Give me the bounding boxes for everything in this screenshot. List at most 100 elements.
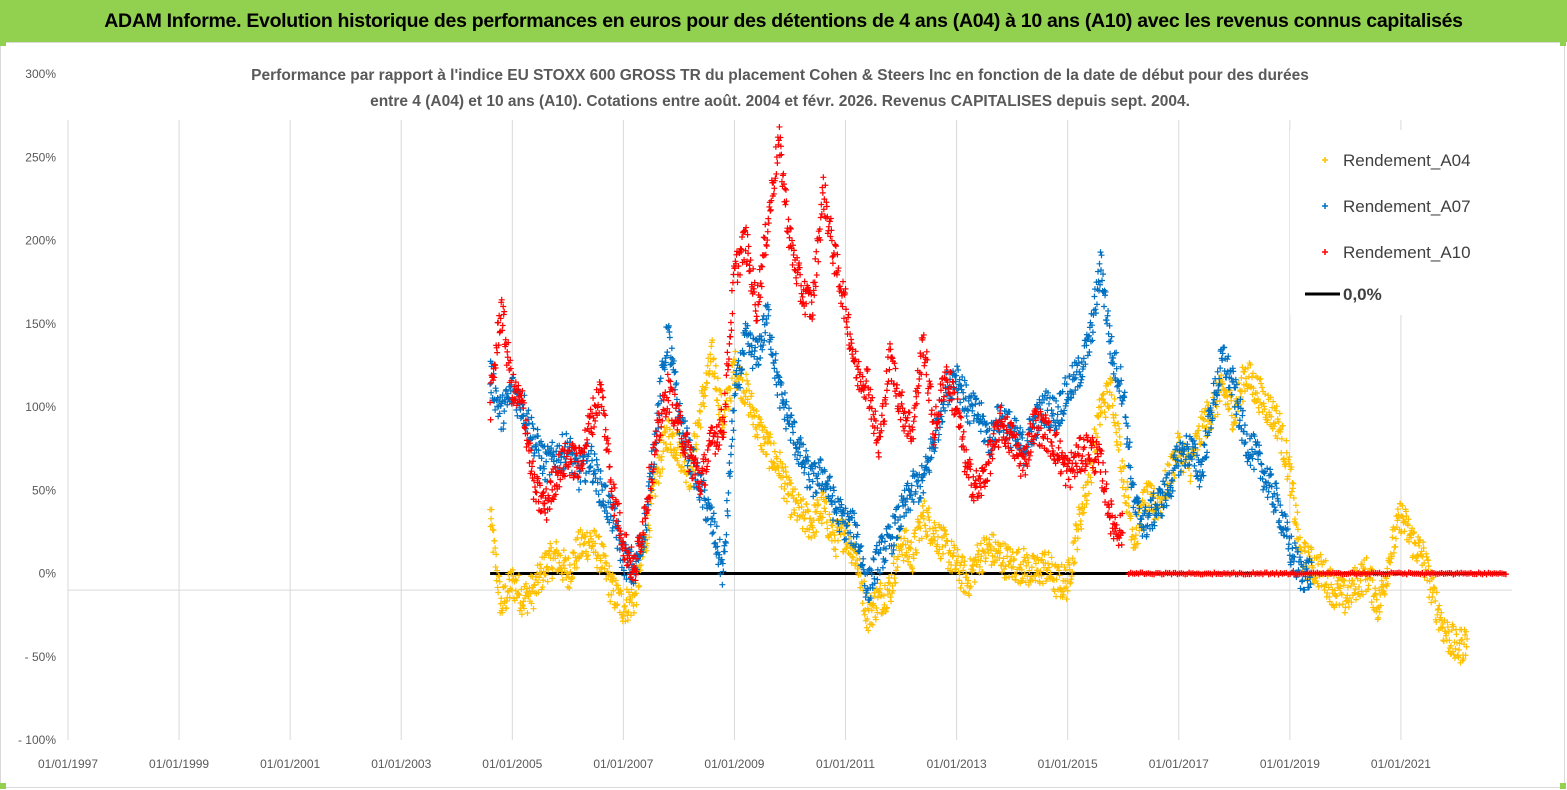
- data-point: [782, 201, 789, 208]
- data-point: [954, 363, 961, 370]
- data-point: [990, 531, 997, 538]
- data-point: [1102, 399, 1109, 406]
- data-point: [843, 306, 850, 313]
- data-point: [1241, 368, 1248, 375]
- data-point: [540, 568, 547, 575]
- data-point: [763, 428, 770, 435]
- data-point: [492, 406, 499, 413]
- data-point: [903, 527, 910, 534]
- data-point: [1258, 461, 1265, 468]
- data-point: [730, 407, 737, 414]
- data-point: [1119, 484, 1126, 491]
- data-point: [849, 553, 856, 560]
- data-point: [901, 535, 908, 542]
- data-point: [1322, 557, 1329, 564]
- data-point: [1105, 307, 1112, 314]
- data-point: [710, 355, 717, 362]
- data-point: [925, 513, 932, 520]
- data-point: [553, 547, 560, 554]
- data-point: [1132, 532, 1139, 539]
- data-point: [581, 540, 588, 547]
- data-point: [1118, 400, 1125, 407]
- data-points: [487, 123, 1509, 666]
- data-point: [920, 489, 927, 496]
- data-point: [1333, 601, 1340, 608]
- data-point: [702, 392, 709, 399]
- data-point: [932, 403, 939, 410]
- data-point: [1435, 605, 1442, 612]
- data-point: [1283, 449, 1290, 456]
- data-point: [910, 555, 917, 562]
- data-point: [1102, 468, 1109, 475]
- data-point: [1283, 437, 1290, 444]
- data-point: [1129, 526, 1136, 533]
- data-point: [906, 409, 913, 416]
- data-point: [924, 532, 931, 539]
- data-point: [503, 604, 510, 611]
- data-point: [544, 563, 551, 570]
- data-point: [1328, 581, 1335, 588]
- data-point: [1285, 541, 1292, 548]
- data-point: [592, 540, 599, 547]
- data-point: [1100, 396, 1107, 403]
- x-axis-ticks: 01/01/1997 01/01/1999 01/01/2001 01/01/2003…: [38, 757, 1431, 771]
- data-point: [728, 327, 735, 334]
- data-point: [1019, 575, 1026, 582]
- data-point: [657, 470, 664, 477]
- data-point: [1375, 614, 1382, 621]
- data-point: [535, 579, 542, 586]
- data-point: [516, 591, 523, 598]
- data-point: [1045, 549, 1052, 556]
- data-point: [819, 189, 826, 196]
- data-point: [977, 557, 984, 564]
- data-point: [643, 547, 650, 554]
- data-point: [956, 570, 963, 577]
- data-point: [1337, 583, 1344, 590]
- data-point: [754, 434, 761, 441]
- data-point: [508, 586, 515, 593]
- data-point: [718, 391, 725, 398]
- data-point: [1290, 480, 1297, 487]
- data-point: [756, 422, 763, 429]
- data-point: [493, 551, 500, 558]
- data-point: [1338, 591, 1345, 598]
- data-point: [512, 576, 519, 583]
- data-point: [982, 555, 989, 562]
- data-point: [957, 584, 964, 591]
- data-point: [1032, 560, 1039, 567]
- data-point: [911, 413, 918, 420]
- y-tick-label: 150%: [25, 317, 56, 331]
- data-point: [771, 460, 778, 467]
- data-point: [606, 570, 613, 577]
- data-point: [922, 522, 929, 529]
- chart-frame: [0, 42, 1565, 788]
- data-point: [1409, 525, 1416, 532]
- data-point: [628, 599, 635, 606]
- data-point: [806, 526, 813, 533]
- data-point: [618, 591, 625, 598]
- data-point: [1225, 406, 1232, 413]
- data-point: [524, 610, 531, 617]
- data-point: [976, 563, 983, 570]
- data-point: [569, 574, 576, 581]
- data-point: [724, 512, 731, 519]
- data-point: [499, 322, 506, 329]
- data-point: [1007, 545, 1014, 552]
- data-point: [901, 427, 908, 434]
- data-point: [541, 554, 548, 561]
- data-point: [1005, 561, 1012, 568]
- data-point: [893, 567, 900, 574]
- data-point: [1406, 538, 1412, 545]
- data-point: [687, 482, 694, 489]
- data-point: [567, 568, 574, 575]
- data-point: [1041, 549, 1048, 556]
- data-point: [939, 550, 946, 557]
- data-point: [1388, 553, 1395, 560]
- data-point: [523, 410, 530, 417]
- data-point: [905, 558, 912, 565]
- data-point: [1034, 554, 1041, 561]
- data-point: [496, 410, 503, 417]
- data-point: [501, 408, 508, 415]
- data-point: [688, 463, 695, 470]
- data-point: [773, 455, 780, 462]
